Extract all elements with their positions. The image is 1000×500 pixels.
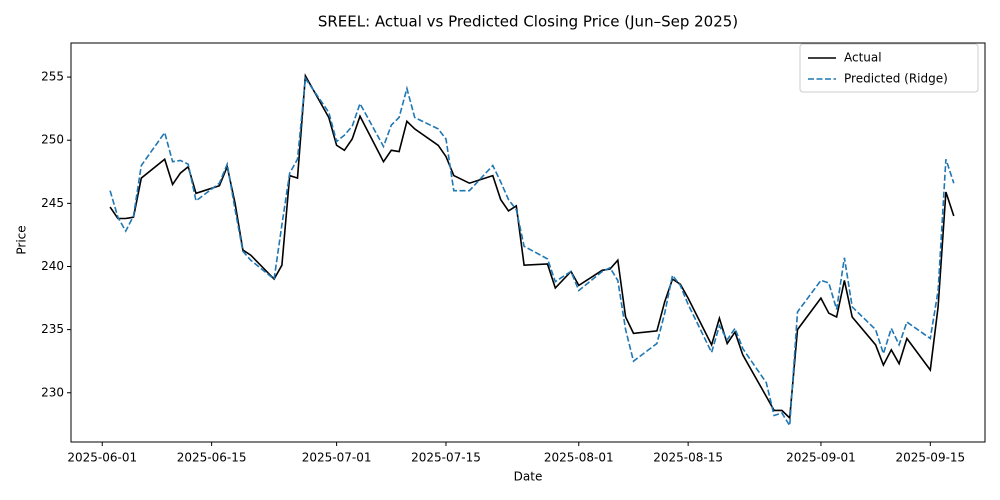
series-line <box>109 76 955 429</box>
y-axis-label: Price <box>15 225 29 254</box>
y-tick-label: 245 <box>41 196 64 210</box>
x-tick-label: 2025-08-01 <box>544 451 614 465</box>
plot-frame <box>70 42 986 443</box>
x-tick-label: 2025-06-01 <box>67 451 137 465</box>
chart-title: SREEL: Actual vs Predicted Closing Price… <box>318 13 738 31</box>
y-tick-label: 235 <box>41 322 64 336</box>
x-tick-label: 2025-09-01 <box>786 451 856 465</box>
x-tick-label: 2025-06-15 <box>177 451 247 465</box>
y-tick-label: 230 <box>41 385 64 399</box>
legend-label: Actual <box>844 51 882 65</box>
x-axis-label: Date <box>514 470 543 484</box>
y-tick-label: 250 <box>41 133 64 147</box>
legend-label: Predicted (Ridge) <box>844 72 948 86</box>
x-tick-label: 2025-07-15 <box>411 451 481 465</box>
y-tick-label: 240 <box>41 259 64 273</box>
x-tick-label: 2025-09-15 <box>895 451 965 465</box>
y-tick-label: 255 <box>41 70 64 84</box>
x-tick-label: 2025-08-15 <box>653 451 723 465</box>
legend-box <box>799 43 979 93</box>
legend: Actual Predicted (Ridge) <box>799 43 979 93</box>
series-line <box>109 73 955 420</box>
x-tick-label: 2025-07-01 <box>302 451 372 465</box>
